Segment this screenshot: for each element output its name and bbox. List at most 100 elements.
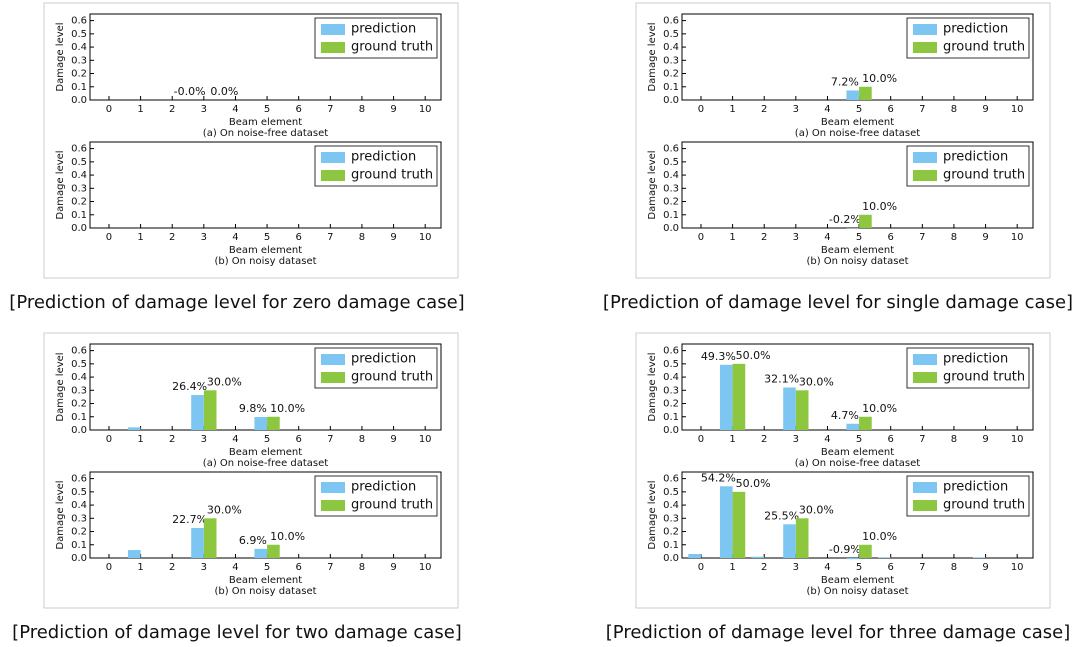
x-axis-label: Beam element xyxy=(821,117,894,128)
value-label: 7.2% xyxy=(831,75,859,88)
x-tick-label: 9 xyxy=(390,434,396,445)
y-tick-label: 0.2 xyxy=(663,399,679,410)
x-tick-label: 4 xyxy=(824,434,830,445)
x-tick-label: 7 xyxy=(327,562,333,573)
legend-label: prediction xyxy=(943,352,1008,367)
bar xyxy=(972,557,986,558)
bar xyxy=(795,390,809,430)
subtitle: (a) On noise-free dataset xyxy=(203,458,328,469)
x-tick-label: 4 xyxy=(824,232,830,243)
subtitle: (a) On noise-free dataset xyxy=(203,128,328,139)
y-tick-label: 0.3 xyxy=(663,513,679,524)
x-tick-label: 7 xyxy=(919,434,925,445)
y-tick-label: 0.0 xyxy=(663,223,679,234)
x-tick-label: 5 xyxy=(856,104,862,115)
x-tick-label: 10 xyxy=(1011,232,1024,243)
y-tick-label: 0.2 xyxy=(663,69,679,80)
bar xyxy=(203,390,217,430)
value-label: -0.9% xyxy=(829,543,861,556)
x-tick-label: 8 xyxy=(359,434,365,445)
y-tick-label: 0.4 xyxy=(663,500,679,511)
bar xyxy=(783,524,796,558)
y-tick-label: 0.4 xyxy=(71,42,87,53)
x-axis-label: Beam element xyxy=(229,245,302,256)
value-label: 9.8% xyxy=(239,402,267,415)
value-label: 30.0% xyxy=(207,503,242,516)
legend-swatch xyxy=(913,24,937,35)
x-tick-label: 9 xyxy=(982,232,988,243)
bar xyxy=(267,416,280,430)
value-label: 6.9% xyxy=(239,534,267,547)
x-tick-label: 5 xyxy=(264,562,270,573)
x-tick-label: 10 xyxy=(419,434,432,445)
x-tick-label: 5 xyxy=(856,562,862,573)
bar xyxy=(878,557,891,558)
value-label: 10.0% xyxy=(862,200,897,213)
value-label: 10.0% xyxy=(862,402,897,415)
y-axis-label: Damage level xyxy=(647,480,658,549)
value-label: 30.0% xyxy=(799,503,834,516)
y-tick-label: 0.2 xyxy=(71,527,87,538)
value-label: -0.2% xyxy=(829,213,861,226)
y-tick-label: 0.5 xyxy=(663,359,679,370)
y-axis-label: Damage level xyxy=(647,150,658,219)
y-tick-label: 0.1 xyxy=(663,82,679,93)
x-tick-label: 7 xyxy=(919,104,925,115)
y-tick-label: 0.4 xyxy=(663,42,679,53)
x-tick-label: 2 xyxy=(169,434,175,445)
x-tick-label: 3 xyxy=(201,232,207,243)
bar xyxy=(719,486,733,558)
bar xyxy=(846,558,860,560)
x-tick-label: 3 xyxy=(793,232,799,243)
legend-swatch xyxy=(321,170,345,181)
legend-label: ground truth xyxy=(943,168,1025,183)
subtitle: (a) On noise-free dataset xyxy=(795,128,920,139)
y-tick-label: 0.0 xyxy=(663,95,679,106)
legend-swatch xyxy=(913,354,937,365)
y-tick-label: 0.1 xyxy=(71,540,87,551)
x-tick-label: 3 xyxy=(201,562,207,573)
x-tick-label: 0 xyxy=(106,104,112,115)
y-tick-label: 0.5 xyxy=(663,487,679,498)
x-tick-label: 10 xyxy=(1011,434,1024,445)
x-tick-label: 2 xyxy=(169,104,175,115)
bar xyxy=(127,427,141,430)
y-axis-label: Damage level xyxy=(647,352,658,421)
y-tick-label: 0.1 xyxy=(663,412,679,423)
value-label: 10.0% xyxy=(270,530,305,543)
panel-frame xyxy=(635,2,1051,279)
y-tick-label: 0.1 xyxy=(663,540,679,551)
y-tick-label: 0.3 xyxy=(71,183,87,194)
value-label: 10.0% xyxy=(862,530,897,543)
y-tick-label: 0.0 xyxy=(663,425,679,436)
y-tick-label: 0.3 xyxy=(663,183,679,194)
y-tick-label: 0.4 xyxy=(71,372,87,383)
legend-label: ground truth xyxy=(351,168,433,183)
panel-frame xyxy=(43,332,459,609)
y-tick-label: 0.1 xyxy=(71,82,87,93)
x-tick-label: 4 xyxy=(232,434,238,445)
x-tick-label: 6 xyxy=(296,434,302,445)
x-axis-label: Beam element xyxy=(229,117,302,128)
x-tick-label: 1 xyxy=(729,104,735,115)
x-tick-label: 8 xyxy=(359,562,365,573)
legend-label: ground truth xyxy=(351,370,433,385)
y-tick-label: 0.6 xyxy=(663,16,679,27)
y-tick-label: 0.3 xyxy=(663,385,679,396)
x-tick-label: 0 xyxy=(698,434,704,445)
x-axis-label: Beam element xyxy=(821,245,894,256)
value-label: -0.0% xyxy=(174,85,206,98)
figure-caption: [Prediction of damage level for zero dam… xyxy=(9,292,464,313)
bar xyxy=(127,550,141,558)
bar xyxy=(751,556,765,558)
legend-swatch xyxy=(321,42,345,53)
value-label: 49.3% xyxy=(701,350,736,363)
x-tick-label: 0 xyxy=(698,562,704,573)
y-axis-label: Damage level xyxy=(55,150,66,219)
y-axis-label: Damage level xyxy=(55,480,66,549)
value-label: 50.0% xyxy=(736,349,771,362)
x-tick-label: 4 xyxy=(232,232,238,243)
x-tick-label: 6 xyxy=(296,104,302,115)
legend-label: prediction xyxy=(351,480,416,495)
x-tick-label: 9 xyxy=(982,104,988,115)
